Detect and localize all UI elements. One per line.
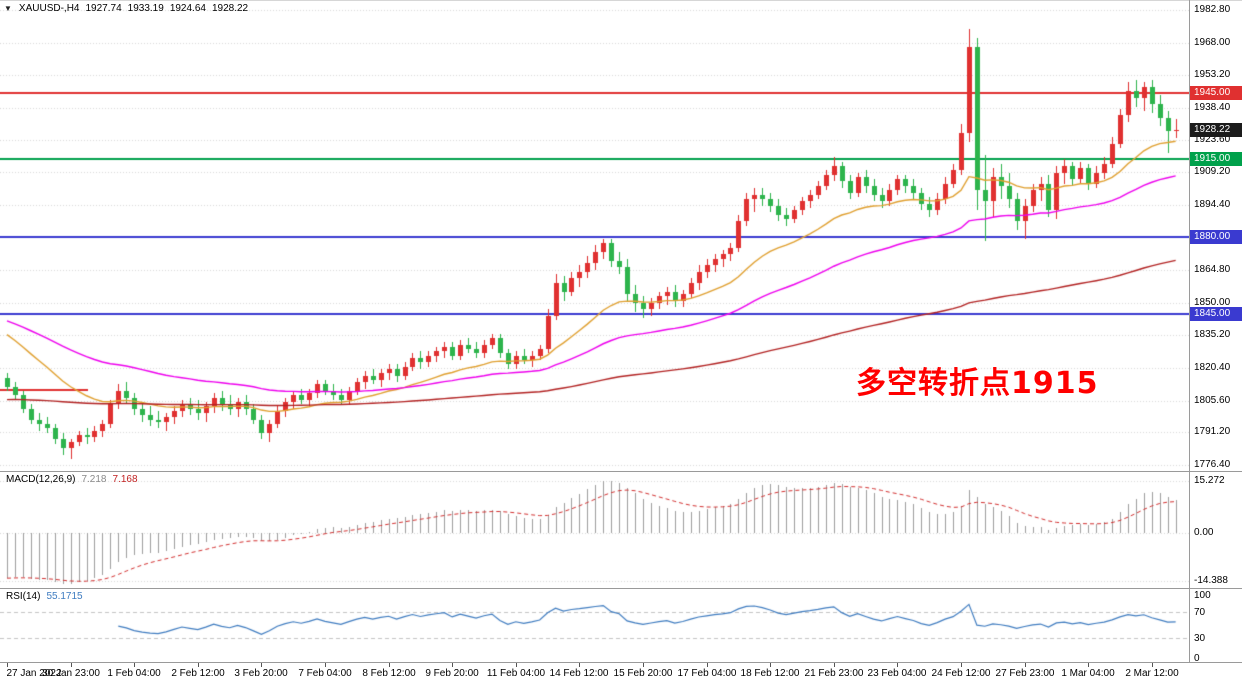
time-axis-label: 27 Jan 2022 [6, 668, 62, 679]
time-axis-label: 7 Feb 04:00 [298, 668, 352, 679]
price-chart-canvas[interactable] [0, 0, 1189, 471]
price-axis-tick: 1923.60 [1194, 134, 1231, 145]
time-axis-label: 23 Feb 04:00 [867, 668, 927, 679]
time-axis-label: 24 Feb 12:00 [931, 668, 991, 679]
price-axis-tick: 1968.00 [1194, 37, 1231, 48]
time-axis-tick [707, 663, 708, 667]
time-axis-tick [325, 663, 326, 667]
time-axis-tick [452, 663, 453, 667]
time-axis-label: 3 Feb 20:00 [234, 668, 288, 679]
time-axis-label: 30 Jan 23:00 [42, 668, 100, 679]
time-axis-label: 2 Feb 12:00 [171, 668, 225, 679]
price-badge: 1845.00 [1190, 307, 1242, 321]
time-axis-label: 21 Feb 23:00 [804, 668, 864, 679]
time-axis-label: 11 Feb 04:00 [486, 668, 546, 679]
macd-value-signal: 7.168 [112, 474, 138, 485]
rsi-axis-scale[interactable]: 100 70 30 0 [1190, 588, 1242, 664]
time-axis-label: 14 Feb 12:00 [549, 668, 609, 679]
time-axis-tick [134, 663, 135, 667]
time-axis-tick [1152, 663, 1153, 667]
time-axis-tick [7, 663, 8, 667]
macd-axis-tick: 0.00 [1194, 527, 1214, 538]
ohlc-open: 1927.74 [85, 3, 122, 14]
time-axis-label: 1 Mar 04:00 [1061, 668, 1115, 679]
symbol-period-label: XAUUSD-,H4 [18, 3, 80, 14]
price-badge: 1880.00 [1190, 230, 1242, 244]
time-axis-tick [71, 663, 72, 667]
price-axis-tick: 1909.20 [1194, 166, 1231, 177]
panel-divider-macd[interactable] [0, 471, 1242, 472]
price-axis-tick: 1850.00 [1194, 297, 1231, 308]
price-axis-tick: 1776.40 [1194, 459, 1231, 470]
price-axis-tick: 1864.80 [1194, 264, 1231, 275]
macd-name: MACD(12,26,9) [6, 474, 76, 485]
time-axis-tick [261, 663, 262, 667]
price-axis-tick: 1791.20 [1194, 426, 1231, 437]
rsi-indicator-label: RSI(14) 55.1715 [6, 591, 89, 602]
macd-axis-scale[interactable]: 15.272 0.00 -14.388 [1190, 471, 1242, 588]
macd-indicator-label: MACD(12,26,9) 7.218 7.168 [6, 474, 144, 485]
ohlc-low: 1924.64 [169, 3, 206, 14]
price-axis-separator [1189, 0, 1190, 662]
chart-title: ▼ XAUUSD-,H4 1927.74 1933.19 1924.64 1928.22 [4, 3, 248, 14]
ohlc-high: 1933.19 [127, 3, 164, 14]
time-axis-tick [389, 663, 390, 667]
chart-annotation-text: 多空转折点1915 [856, 366, 1099, 401]
macd-axis-tick: -14.388 [1194, 575, 1228, 586]
time-axis-tick [579, 663, 580, 667]
time-axis-tick [516, 663, 517, 667]
time-axis-label: 17 Feb 04:00 [677, 668, 737, 679]
rsi-value: 55.1715 [46, 591, 83, 602]
time-axis-tick [834, 663, 835, 667]
time-axis-tick [1088, 663, 1089, 667]
time-axis-tick [198, 663, 199, 667]
macd-axis-tick: 15.272 [1194, 475, 1225, 486]
macd-panel-canvas[interactable] [0, 471, 1189, 588]
price-axis-tick: 1805.60 [1194, 395, 1231, 406]
ohlc-close: 1928.22 [211, 3, 249, 14]
price-axis-tick: 1953.20 [1194, 69, 1231, 80]
window-top-edge [0, 0, 1242, 1]
rsi-axis-tick: 0 [1194, 653, 1200, 664]
price-badge: 1928.22 [1190, 123, 1242, 137]
quick-trade-dropdown-icon[interactable]: ▼ [4, 4, 12, 13]
price-axis-tick: 1820.40 [1194, 362, 1231, 373]
rsi-panel-canvas[interactable] [0, 588, 1189, 662]
rsi-axis-tick: 70 [1194, 607, 1206, 618]
time-axis-label: 2 Mar 12:00 [1125, 668, 1179, 679]
rsi-axis-tick: 30 [1194, 633, 1206, 644]
time-axis-label: 18 Feb 12:00 [740, 668, 800, 679]
macd-value-main: 7.218 [81, 474, 107, 485]
rsi-axis-tick: 100 [1194, 590, 1211, 601]
rsi-name: RSI(14) [6, 591, 41, 602]
time-axis-tick [961, 663, 962, 667]
panel-divider-rsi[interactable] [0, 588, 1242, 589]
price-badge: 1945.00 [1190, 86, 1242, 100]
time-axis-tick [1025, 663, 1026, 667]
time-axis-label: 8 Feb 12:00 [362, 668, 416, 679]
time-axis-tick [770, 663, 771, 667]
price-axis-tick: 1982.80 [1194, 4, 1231, 15]
price-axis-tick: 1894.40 [1194, 199, 1231, 210]
time-axis-tick [897, 663, 898, 667]
time-axis-label: 1 Feb 04:00 [107, 668, 161, 679]
panel-divider-timeaxis [0, 662, 1242, 663]
time-axis-label: 9 Feb 20:00 [425, 668, 479, 679]
price-axis-tick: 1835.20 [1194, 329, 1231, 340]
time-axis-scale[interactable]: 27 Jan 2022 30 Jan 23:00 1 Feb 04:00 2 Feb … [0, 662, 1242, 687]
time-axis-label: 27 Feb 23:00 [995, 668, 1055, 679]
price-axis-scale[interactable]: 1982.80 1968.00 1953.20 1938.40 1923.60 1909.… [1190, 0, 1242, 471]
time-axis-tick [643, 663, 644, 667]
time-axis-label: 15 Feb 20:00 [613, 668, 673, 679]
price-badge: 1915.00 [1190, 152, 1242, 166]
price-axis-tick: 1938.40 [1194, 102, 1231, 113]
